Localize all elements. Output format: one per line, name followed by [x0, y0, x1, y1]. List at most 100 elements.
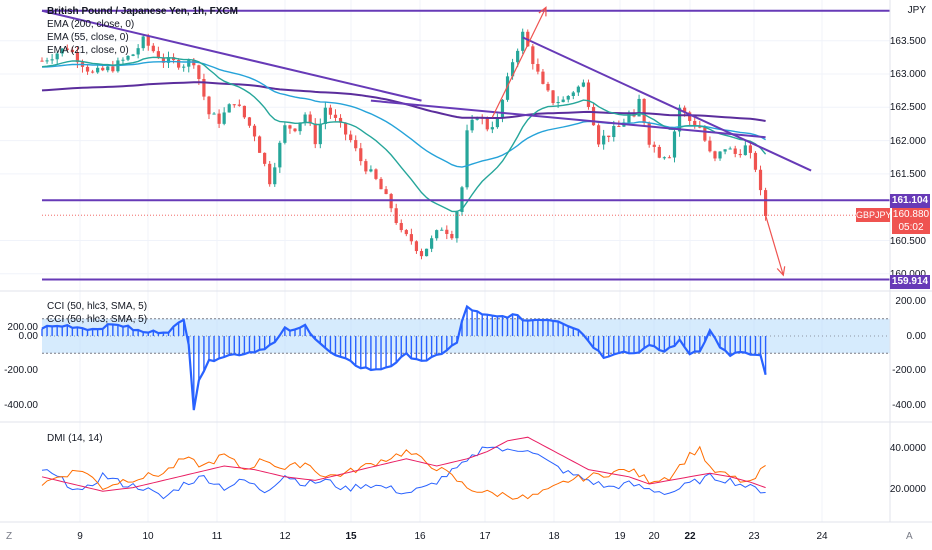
time-tick-label: 11	[211, 531, 223, 542]
candle-body	[75, 52, 80, 63]
candle-body	[586, 82, 591, 107]
candle-body	[207, 96, 211, 115]
candle-body	[227, 104, 231, 113]
candle-body	[126, 55, 130, 60]
candle-body	[273, 167, 277, 185]
support-level-tag: 159.914	[890, 275, 930, 289]
candle-body	[222, 112, 226, 124]
cci-tick: -400.00	[892, 400, 926, 411]
candle-body	[470, 119, 474, 131]
cci-tick: 0.00	[906, 331, 926, 342]
candle-body	[505, 76, 510, 100]
dmi-legend: DMI (14, 14)	[47, 432, 103, 445]
candle-body	[283, 125, 287, 143]
timezone-button[interactable]: Z	[6, 531, 13, 542]
candle-body	[738, 153, 742, 156]
candle-body	[344, 122, 348, 135]
candle-body	[424, 248, 429, 257]
candle-body	[677, 107, 682, 132]
candle-body	[192, 60, 196, 66]
candle-body	[136, 48, 140, 55]
time-tick-label: 17	[479, 531, 491, 542]
cci-tick: 200.00	[895, 296, 926, 307]
time-tick-label: 12	[279, 531, 291, 542]
candle-body	[693, 120, 697, 127]
candle-body	[617, 125, 621, 127]
candle-body	[55, 53, 59, 60]
candle-body	[50, 59, 54, 61]
dmi-tick: 40.0000	[889, 443, 926, 454]
time-tick-label: 24	[816, 531, 828, 542]
price-tick: 161.500	[889, 169, 926, 180]
candle-body	[303, 114, 307, 123]
candle-body	[404, 230, 408, 235]
candle-body	[177, 60, 181, 68]
candle-body	[237, 104, 241, 106]
time-tick-label: 22	[684, 531, 696, 542]
candle-body	[349, 134, 353, 141]
price-legend: British Pound / Japanese Yen, 1h, FXCM E…	[47, 5, 238, 57]
candle-body	[323, 107, 327, 124]
candle-body	[430, 238, 434, 249]
candle-body	[85, 66, 90, 72]
dmi-label[interactable]: DMI (14, 14)	[47, 433, 103, 444]
candle-body	[166, 57, 171, 63]
candle-body	[409, 234, 413, 242]
ema-21-line	[41, 56, 767, 213]
trendline	[370, 99, 766, 139]
time-tick-label: 18	[548, 531, 560, 542]
ema-21-label[interactable]: EMA (21, close, 0)	[47, 45, 129, 56]
candle-body	[652, 144, 656, 147]
candle-body	[637, 98, 641, 117]
candle-body	[657, 146, 661, 158]
candle-body	[247, 117, 252, 126]
candle-body	[662, 157, 666, 159]
candle-body	[758, 169, 763, 191]
cci-left-tick: -200.00	[4, 365, 38, 376]
price-tick: 163.000	[889, 69, 926, 80]
candle-body	[455, 211, 459, 239]
candle-body	[141, 36, 145, 49]
candle-body	[627, 112, 631, 123]
candle-body	[419, 251, 424, 257]
resistance-level-tag: 161.104	[890, 194, 930, 208]
candle-body	[318, 123, 322, 145]
dmi-plus-line	[41, 446, 766, 500]
candle-body	[763, 190, 768, 216]
bearish-arrow	[765, 215, 784, 276]
candle-body	[531, 46, 535, 65]
candle-body	[111, 66, 115, 72]
candle-body	[288, 125, 292, 129]
candle-body	[298, 122, 302, 132]
candle-body	[308, 114, 312, 124]
candle-body	[546, 83, 550, 91]
cci-label[interactable]: CCI (50, hlc3, SMA, 5)	[47, 301, 148, 312]
candle-body	[642, 98, 646, 123]
candle-body	[510, 62, 515, 77]
candle-body	[121, 59, 125, 61]
candle-body	[232, 104, 236, 106]
candle-body	[723, 149, 727, 152]
ema-200-label[interactable]: EMA (200, close, 0)	[47, 19, 135, 30]
candle-body	[753, 152, 758, 170]
symbol-tag: GBPJPY	[856, 208, 892, 222]
ema-55-label[interactable]: EMA (55, close, 0)	[47, 32, 129, 43]
candle-body	[333, 114, 338, 118]
candle-body	[328, 107, 333, 115]
candle-body	[500, 99, 505, 118]
candle-body	[106, 66, 110, 71]
candle-body	[556, 102, 560, 104]
candle-body	[161, 58, 166, 63]
candle-body	[65, 48, 69, 50]
candle-body	[146, 36, 150, 46]
candle-body	[521, 31, 525, 51]
candle-body	[683, 107, 687, 113]
candle-body	[394, 208, 398, 224]
candle-body	[242, 105, 246, 118]
auto-scale-button[interactable]: A	[906, 531, 913, 542]
candle-body	[435, 230, 439, 239]
candle-body	[60, 48, 64, 54]
candle-body	[561, 99, 565, 103]
cci-label-2[interactable]: CCI (50, hlc3, SMA, 5)	[47, 314, 148, 325]
